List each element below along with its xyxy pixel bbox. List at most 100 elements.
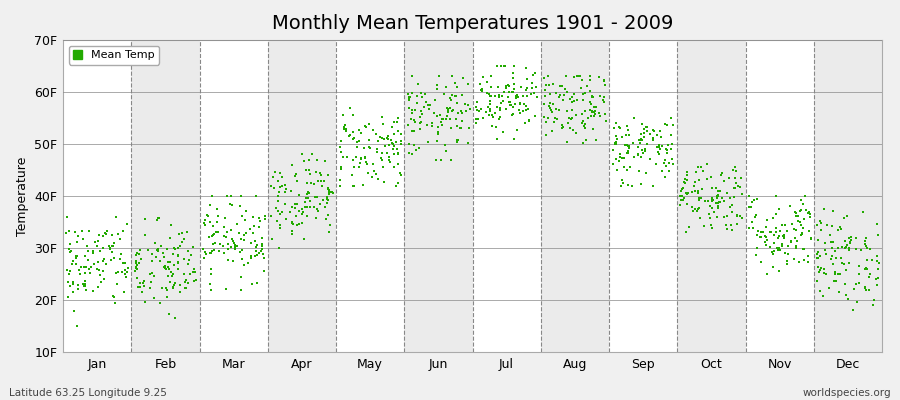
Point (138, 298, 152, 305)
Point (810, 264, 824, 270)
Point (246, 230, 260, 236)
Point (239, 230, 254, 236)
Point (248, 248, 263, 254)
Point (859, 265, 873, 272)
Point (217, 232, 231, 239)
Point (582, 73, 597, 80)
Point (444, 156, 458, 163)
Point (863, 246, 878, 252)
Point (773, 247, 788, 254)
Point (704, 221, 718, 228)
Point (501, 94, 516, 100)
Point (401, 96, 416, 103)
Point (734, 184, 748, 190)
Point (400, 122, 415, 128)
Point (652, 142, 667, 148)
Point (363, 144, 377, 150)
Point (472, 81, 487, 88)
Point (297, 204, 311, 210)
Point (66, 258, 80, 265)
Point (506, 70, 520, 76)
Point (522, 117, 536, 124)
Point (232, 203, 247, 209)
Point (765, 251, 779, 257)
Point (772, 206, 787, 212)
Point (615, 134, 629, 140)
Point (676, 197, 690, 203)
Point (508, 95, 523, 102)
Point (421, 138, 436, 145)
Point (592, 110, 607, 116)
Point (506, 111, 520, 117)
Point (255, 234, 269, 241)
Point (285, 231, 300, 238)
Point (634, 136, 648, 142)
Point (811, 237, 825, 243)
Point (148, 240, 162, 246)
Point (850, 299, 864, 305)
Point (202, 280, 217, 287)
Point (566, 127, 580, 133)
Point (444, 124, 458, 131)
Point (796, 246, 811, 252)
Point (522, 116, 536, 123)
Point (817, 206, 832, 212)
Point (206, 231, 220, 237)
Point (203, 271, 218, 278)
Point (405, 73, 419, 80)
Point (392, 161, 406, 167)
Point (869, 282, 884, 288)
Point (321, 228, 336, 235)
Point (493, 106, 508, 113)
Point (78, 281, 93, 288)
Point (718, 222, 733, 228)
Point (170, 260, 184, 266)
Point (238, 232, 252, 238)
Point (518, 103, 533, 110)
Point (374, 154, 389, 161)
Point (609, 155, 624, 162)
Point (822, 284, 836, 291)
Point (382, 136, 396, 142)
Point (759, 224, 773, 231)
Point (189, 277, 203, 284)
Point (441, 106, 455, 113)
Point (492, 105, 507, 111)
Point (778, 222, 792, 229)
Point (377, 136, 392, 142)
Point (710, 195, 724, 202)
Point (218, 215, 232, 221)
Point (608, 141, 622, 148)
Point (847, 286, 861, 292)
Point (554, 125, 569, 132)
Point (161, 264, 176, 270)
Point (634, 131, 648, 137)
Point (370, 146, 384, 152)
Point (78, 283, 93, 289)
Point (359, 158, 374, 165)
Point (337, 125, 351, 132)
Point (862, 271, 877, 278)
Point (710, 192, 724, 198)
Point (675, 186, 689, 193)
Point (609, 136, 624, 143)
Point (441, 105, 455, 112)
Point (702, 211, 716, 217)
Point (257, 255, 272, 261)
Point (843, 234, 858, 240)
Point (849, 234, 863, 241)
Point (816, 292, 831, 299)
Point (674, 188, 688, 194)
Point (164, 222, 178, 228)
Point (584, 113, 598, 119)
Point (288, 213, 302, 220)
Point (500, 106, 514, 112)
Point (564, 99, 579, 105)
Point (96, 276, 111, 282)
Point (365, 160, 380, 167)
Point (443, 104, 457, 111)
Point (824, 222, 839, 229)
Point (511, 94, 526, 100)
Point (160, 286, 175, 293)
Point (233, 248, 248, 255)
